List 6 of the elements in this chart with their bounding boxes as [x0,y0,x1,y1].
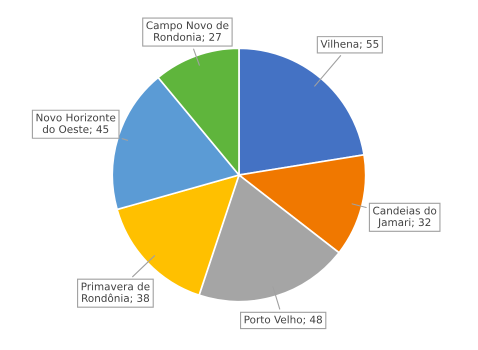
slice-label: Novo Horizonte do Oeste; 45 [36,113,116,134]
slice-label: Candeias do Jamari; 32 [373,206,436,228]
slice-label: Campo Novo de Rondonia; 27 [146,21,228,42]
slice-label: Porto Velho; 48 [244,315,322,325]
slice-label: Primavera de Rondônia; 38 [82,282,150,304]
slice-label: Vilhena; 55 [320,40,378,49]
